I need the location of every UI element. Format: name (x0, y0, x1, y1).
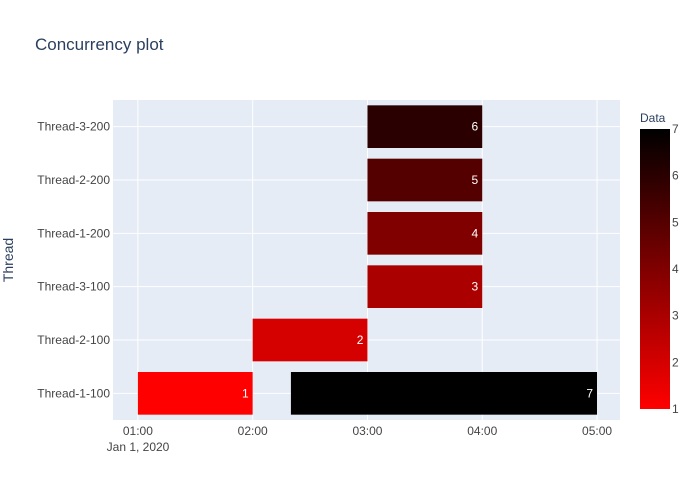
colorbar-tick-label: 5 (672, 215, 679, 229)
task-bar (137, 372, 253, 415)
x-axis-date-label: Jan 1, 2020 (107, 440, 170, 454)
y-tick-label: Thread-3-100 (37, 280, 110, 294)
chart-title: Concurrency plot (35, 35, 164, 54)
y-tick-label: Thread-1-100 (37, 386, 110, 400)
colorbar-tick-label: 7 (672, 122, 679, 136)
x-tick-label: 03:00 (352, 424, 382, 438)
gridlines (113, 100, 620, 420)
task-bar (290, 372, 598, 415)
x-axis: 01:00 02:00 03:00 04:00 05:00 (123, 424, 613, 438)
task-bar (252, 318, 368, 362)
colorbar-tick-label: 3 (672, 309, 679, 323)
colorbar-gradient (640, 129, 670, 409)
bar-value-label: 4 (472, 226, 479, 240)
gantt-bars (137, 105, 598, 415)
bar-labels: 1 2 3 4 5 6 7 (242, 120, 593, 401)
task-bar (367, 105, 483, 148)
x-tick-label: 01:00 (123, 424, 153, 438)
task-bar (367, 158, 483, 202)
colorbar-tick-label: 2 (672, 355, 679, 369)
bar-value-label: 1 (242, 386, 249, 400)
task-bar (367, 265, 483, 308)
x-tick-label: 04:00 (467, 424, 497, 438)
x-tick-label: 02:00 (238, 424, 268, 438)
bar-value-label: 2 (357, 333, 364, 347)
colorbar-tick-label: 4 (672, 262, 679, 276)
bar-value-label: 6 (472, 120, 479, 134)
bar-value-label: 7 (586, 386, 593, 400)
y-axis-title: Thread (0, 238, 16, 282)
y-tick-label: Thread-3-200 (37, 120, 110, 134)
bar-value-label: 5 (472, 173, 479, 187)
y-tick-label: Thread-2-100 (37, 333, 110, 347)
task-bar (367, 212, 483, 255)
colorbar-tick-label: 1 (672, 402, 679, 416)
y-axis: Thread-1-100 Thread-2-100 Thread-3-100 Thre… (37, 120, 110, 401)
bar-value-label: 3 (472, 280, 479, 294)
colorbar-title: Data (640, 111, 666, 125)
colorbar-tick-label: 6 (672, 169, 679, 183)
colorbar: Data 1 2 3 4 5 6 7 (640, 111, 679, 416)
plot-area (113, 100, 620, 420)
x-tick-label: 05:00 (582, 424, 612, 438)
y-tick-label: Thread-2-200 (37, 173, 110, 187)
y-tick-label: Thread-1-200 (37, 226, 110, 240)
